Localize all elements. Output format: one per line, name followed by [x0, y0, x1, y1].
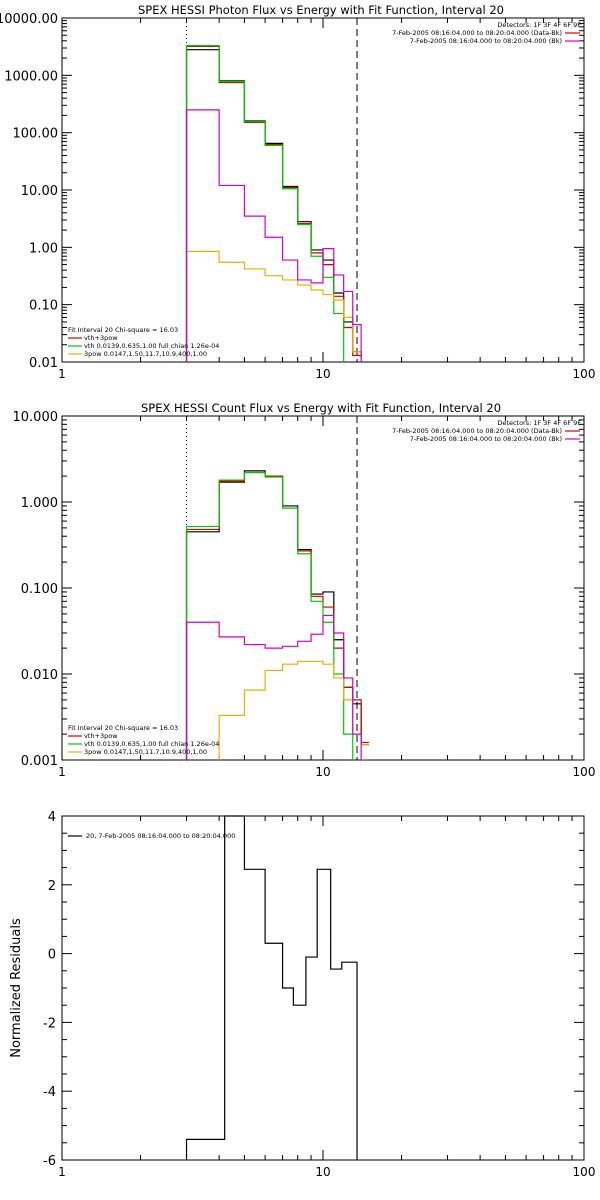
series-bk: [185, 614, 369, 760]
detectors-legend-header: Detectors: 1F 3F 4F 6F 9F: [497, 419, 581, 427]
y-tick-label: 2: [48, 879, 56, 894]
fit-legend-label: vth+3pow: [84, 334, 118, 342]
x-tick-label: 100: [573, 367, 596, 381]
series-bk: [185, 109, 362, 362]
x-tick-label: 1: [58, 1165, 66, 1179]
legend-entry-label: 7-Feb-2005 08:16:04.000 to 08:20:04.000 …: [410, 435, 562, 443]
legend-entry-label: 7-Feb-2005 08:16:04.000 to 08:20:04.000 …: [410, 37, 562, 45]
x-tick-label: 10: [315, 765, 330, 779]
y-tick-label: 100.00: [13, 127, 59, 142]
fit-legend-header: Fit Interval 20 Chi-square = 16.03: [68, 326, 178, 334]
y-tick-label: 0.01: [29, 356, 58, 371]
y-tick-label: 4: [48, 810, 56, 825]
residual-legend-label: 20, 7-Feb-2005 08:16:04.000 to 08:20:04.…: [86, 832, 235, 840]
y-tick-label: 0.100: [21, 582, 58, 597]
residual-series: [185, 815, 358, 1160]
x-tick-label: 10: [315, 1165, 330, 1179]
series-group: [185, 470, 369, 760]
y-tick-label: -4: [43, 1085, 56, 1100]
fit-legend-label: 3pow 0.0147,1.50,11.7,10.9,400,1.00: [84, 748, 207, 756]
x-tick-label: 10: [315, 367, 330, 381]
series-data-bk: [185, 470, 369, 760]
y-tick-label: 1000.00: [4, 69, 58, 84]
y-tick-label: 10.00: [21, 184, 58, 199]
series-vth-3pow: [185, 45, 362, 362]
y-tick-label: -6: [43, 1154, 56, 1169]
y-tick-label: 1.00: [29, 241, 58, 256]
count-flux-panel: SPEX HESSI Count Flux vs Energy with Fit…: [13, 401, 596, 779]
fit-legend-label: vth 0.0139,0.635,1.00 full chian 1.26e-0…: [84, 342, 219, 350]
series-vth: [185, 45, 345, 362]
y-tick-label: 1.000: [21, 496, 58, 511]
y-tick-label: -2: [43, 1016, 56, 1031]
y-tick-label: 0.001: [21, 754, 58, 769]
x-tick-label: 1: [58, 367, 66, 381]
photon-flux-title: SPEX HESSI Photon Flux vs Energy with Fi…: [138, 3, 504, 17]
series-data-bk: [185, 49, 362, 362]
series-3pow: [218, 660, 369, 760]
y-tick-label: 10.000: [13, 410, 59, 425]
fit-legend-label: vth 0.0139,0.635,1.00 full chian 1.26e-0…: [84, 740, 219, 748]
x-tick-label: 100: [573, 765, 596, 779]
series-vth-3pow: [185, 471, 369, 760]
photon-flux-panel: SPEX HESSI Photon Flux vs Energy with Fi…: [0, 3, 596, 381]
detectors-legend-header: Detectors: 1F 3F 4F 6F 9F: [497, 21, 581, 29]
plot-frame: [61, 17, 585, 363]
plot-frame: [61, 415, 585, 761]
count-flux-title: SPEX HESSI Count Flux vs Energy with Fit…: [141, 401, 501, 415]
x-tick-label: 1: [58, 765, 66, 779]
series-group: [185, 45, 362, 362]
residuals-panel: 1 10 100 -6 -4 -2 0 2 4 20, 7-Feb-2005 08:16:04.0…: [9, 810, 595, 1179]
fit-legend-label: 3pow 0.0147,1.50,11.7,10.9,400,1.00: [84, 350, 207, 358]
y-tick-label: 10000.00: [0, 12, 58, 27]
legend-entry-label: 7-Feb-2005 08:16:04.000 to 08:20:04.000 …: [392, 29, 562, 37]
fit-legend-header: Fit Interval 20 Chi-square = 16.03: [68, 724, 178, 732]
residuals-axis-label: Normalized Residuals: [9, 918, 24, 1058]
plot-frame: [61, 815, 585, 1161]
y-tick-label: 0.010: [21, 668, 58, 683]
x-tick-label: 100: [573, 1165, 596, 1179]
series-3pow: [185, 250, 362, 362]
y-tick-label: 0.10: [29, 299, 58, 314]
legend-entry-label: 7-Feb-2005 08:16:04.000 to 08:20:04.000 …: [392, 427, 562, 435]
series-vth: [185, 471, 354, 760]
fit-legend-label: vth+3pow: [84, 732, 118, 740]
y-tick-label: 0: [48, 948, 56, 963]
